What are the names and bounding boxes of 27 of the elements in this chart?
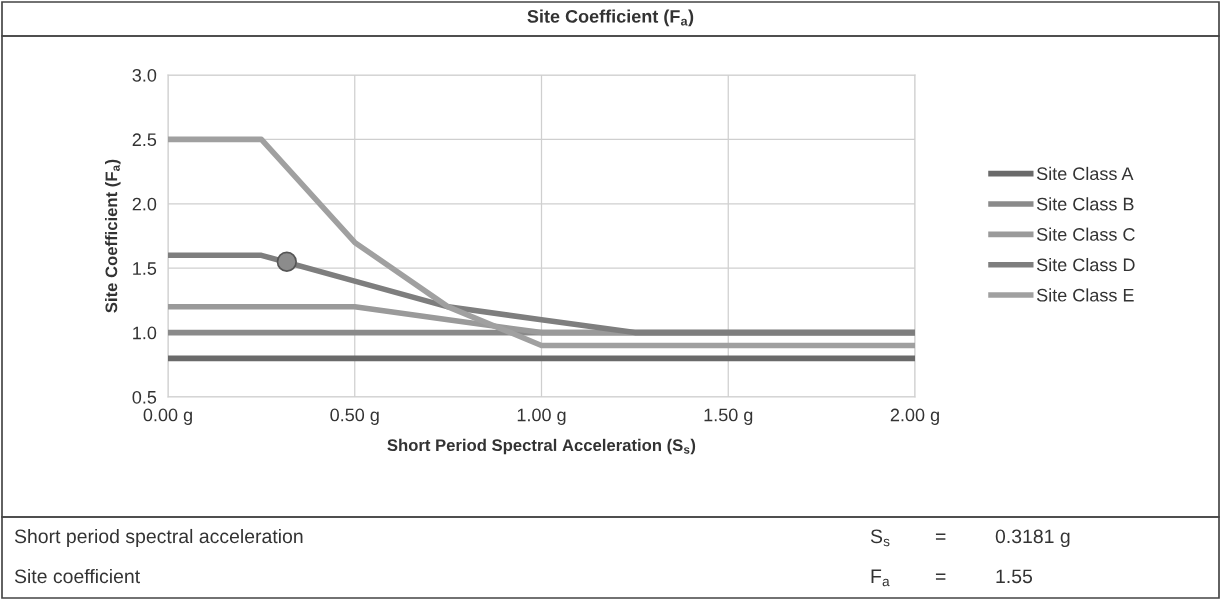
legend-label: Site Class C — [1036, 227, 1135, 241]
x-tick-label: 1.50 g — [704, 408, 753, 425]
text: F$_{a}$ — [871, 569, 890, 587]
x-tick-label: 0.50 g — [330, 408, 379, 425]
text: S$_{s}$ — [870, 529, 890, 547]
x-tick-label: 0.00 g — [143, 408, 192, 425]
y-axis-title: Site Coefficient (F$_{a}$) — [105, 159, 121, 313]
y-tick-label: 3.0 — [132, 68, 157, 82]
text: 1.55 — [996, 569, 1033, 584]
x-tick-label: 2.00 g — [890, 408, 939, 425]
y-tick-label: 1.0 — [133, 326, 157, 340]
text: Short period spectral acceleration — [14, 528, 303, 548]
text: = — [935, 533, 946, 540]
text: 0.3181 g — [995, 529, 1070, 548]
x-tick-label: 1.00 g — [517, 408, 566, 425]
x-axis-title: Short Period Spectral Acceleration (S$_{s}$) — [387, 438, 696, 455]
text: = — [935, 573, 946, 580]
chart-title: Site Coefficient (F$_{a}$) — [527, 9, 694, 27]
legend-label: Site Class D — [1036, 257, 1135, 272]
legend-label: Site Class A — [1036, 166, 1134, 181]
text: Site coefficient — [14, 568, 140, 584]
legend-label: Site Class B — [1036, 197, 1134, 211]
y-tick-label: 2.0 — [132, 197, 157, 211]
y-tick-label: 1.5 — [133, 262, 157, 275]
y-tick-label: 0.5 — [132, 390, 157, 404]
y-tick-label: 2.5 — [132, 133, 157, 147]
legend-label: Site Class E — [1036, 288, 1134, 302]
